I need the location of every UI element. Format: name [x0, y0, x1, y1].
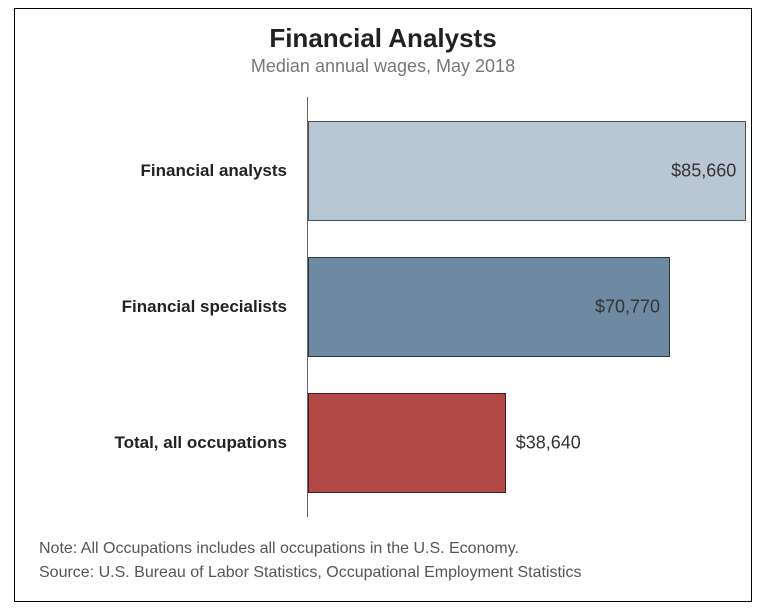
bar-row-financial-analysts: Financial analysts $85,660: [15, 121, 751, 221]
category-label: Financial specialists: [15, 297, 297, 317]
value-label: $85,660: [671, 161, 736, 182]
chart-footnotes: Note: All Occupations includes all occup…: [39, 537, 581, 585]
chart-subtitle: Median annual wages, May 2018: [15, 56, 751, 77]
chart-source: Source: U.S. Bureau of Labor Statistics,…: [39, 561, 581, 585]
chart-note: Note: All Occupations includes all occup…: [39, 537, 581, 561]
bar-row-financial-specialists: Financial specialists $70,770: [15, 257, 751, 357]
bar-row-total-all-occupations: Total, all occupations $38,640: [15, 393, 751, 493]
bar-total-all-occupations: [308, 393, 506, 493]
chart-frame: Financial Analysts Median annual wages, …: [14, 8, 752, 602]
chart-title: Financial Analysts: [15, 23, 751, 54]
category-label: Financial analysts: [15, 161, 297, 181]
category-label: Total, all occupations: [15, 433, 297, 453]
chart-plot-area: Financial analysts $85,660 Financial spe…: [15, 97, 751, 517]
value-label: $38,640: [516, 433, 581, 454]
value-label: $70,770: [595, 297, 660, 318]
